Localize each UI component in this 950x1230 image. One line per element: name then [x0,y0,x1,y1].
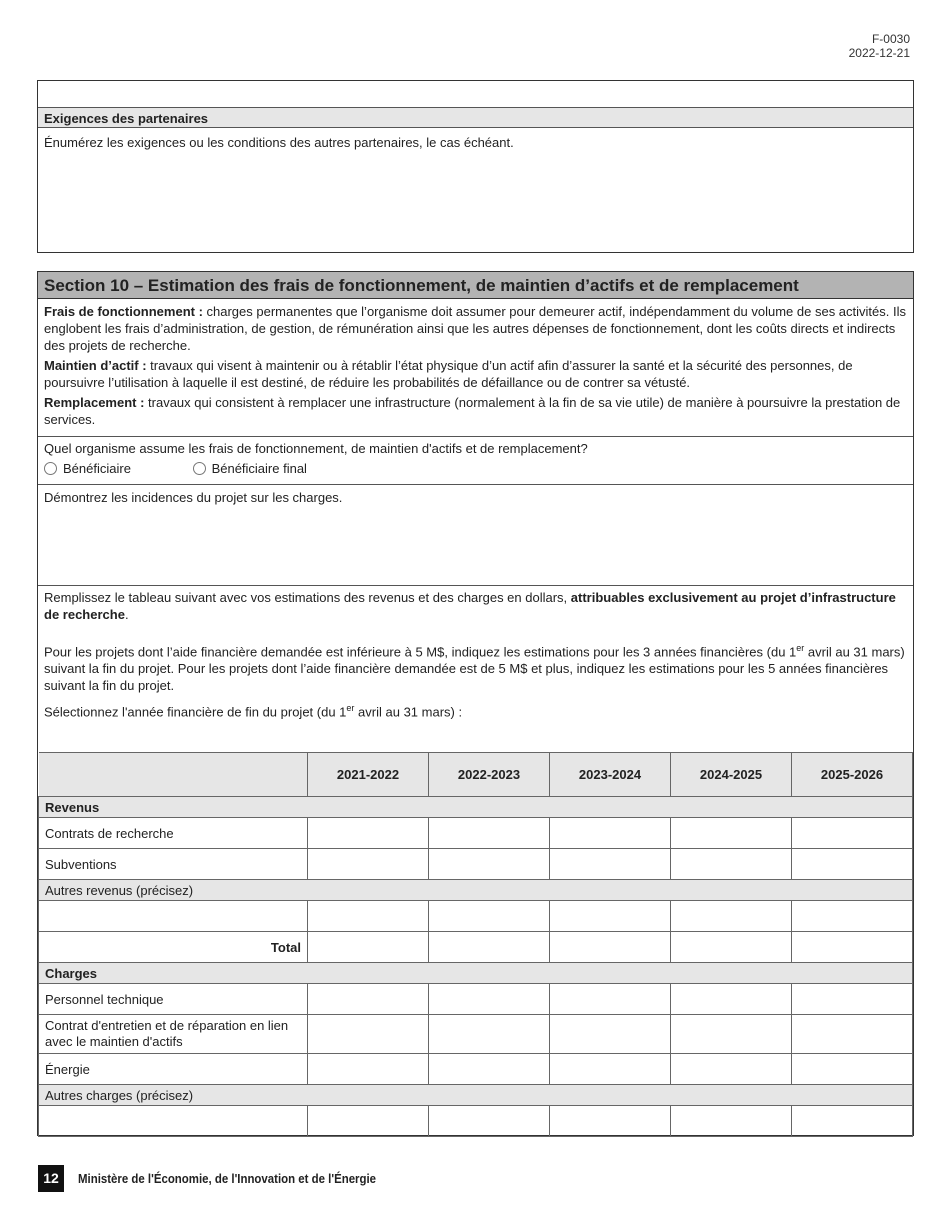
definitions: Frais de fonctionnement : charges perman… [44,304,906,427]
impact-input[interactable]: Démontrez les incidences du projet sur l… [38,484,913,585]
radio-icon[interactable] [192,462,206,475]
instructions: Remplissez le tableau suivant avec vos e… [38,585,913,752]
ministry-name: Ministère de l'Économie, de l'Innovation… [78,1171,377,1186]
section-10: Section 10 – Estimation des frais de fon… [37,271,914,1137]
row-personnel: Personnel technique [38,983,913,1015]
partners-input[interactable]: Énumérez les exigences ou les conditions… [44,135,514,150]
row-subventions: Subventions [38,848,913,880]
estimates-table: 2021-2022 2022-2023 2023-2024 2024-2025 2025… [38,752,913,1137]
section-title: Section 10 – Estimation des frais de fon… [38,272,913,299]
form-code: F-0030 2022-12-21 [848,32,910,60]
partners-title: Exigences des partenaires [38,107,913,128]
row-contrat-entretien: Contrat d'entretien et de réparation en … [38,1014,913,1054]
organism-question: Quel organisme assume les frais de fonct… [38,436,913,484]
row-autres-revenus [38,900,913,932]
radio-beneficiaire[interactable]: Bénéficiaire [44,461,131,476]
row-contrats: Contrats de recherche [38,817,913,849]
row-energie: Énergie [38,1053,913,1085]
partners-box: Exigences des partenaires Énumérez les e… [37,80,914,253]
radio-beneficiaire-final[interactable]: Bénéficiaire final [192,461,307,476]
radio-icon[interactable] [44,462,57,475]
row-autres-charges [38,1105,913,1137]
end-year-select[interactable]: Sélectionnez l'année financière de fin d… [44,703,463,720]
row-total: Total [38,931,913,963]
page-number: 12 [38,1165,64,1192]
